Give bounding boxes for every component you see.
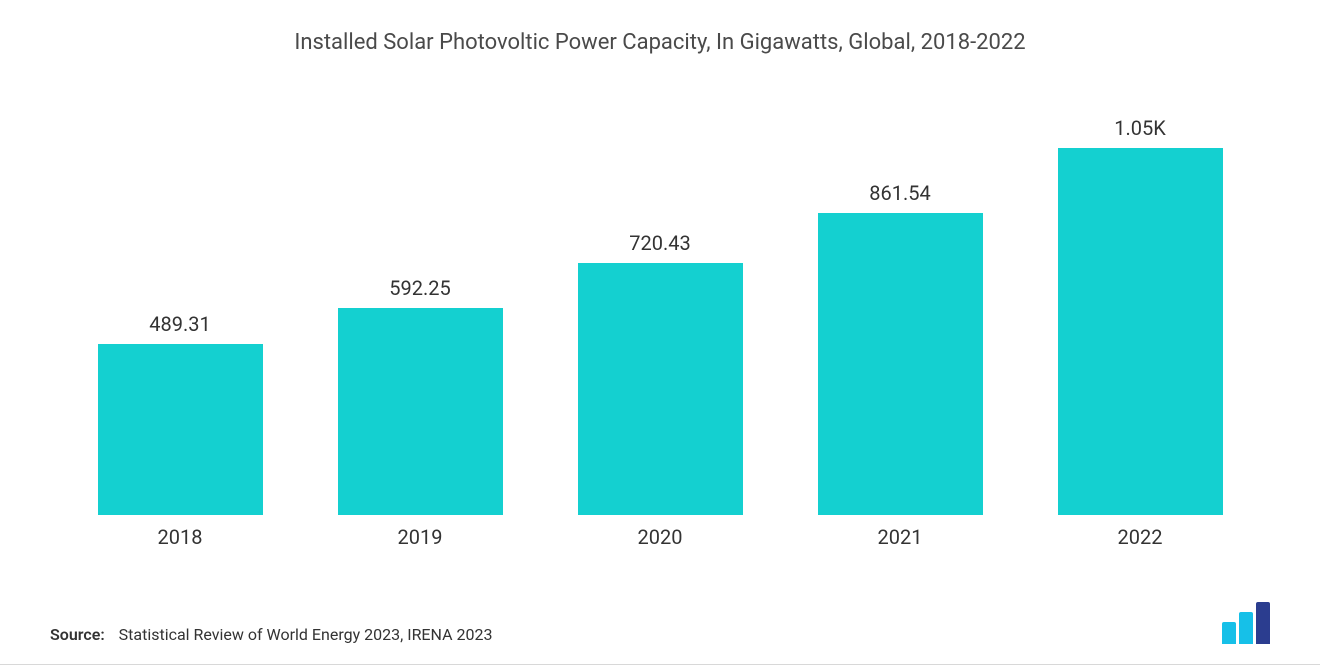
bar-value-label: 489.31 bbox=[149, 312, 210, 336]
source-text: Statistical Review of World Energy 2023,… bbox=[119, 625, 493, 644]
x-label: 2021 bbox=[810, 525, 990, 549]
bar-value-label: 861.54 bbox=[869, 181, 930, 205]
x-label: 2018 bbox=[90, 525, 270, 549]
chart-plot-area: 489.31 592.25 720.43 861.54 1.05K 2018 bbox=[50, 95, 1270, 552]
x-label: 2020 bbox=[570, 525, 750, 549]
source-prefix: Source: bbox=[50, 625, 105, 644]
brand-logo-icon bbox=[1222, 602, 1270, 644]
x-label: 2022 bbox=[1050, 525, 1230, 549]
bar-group-4: 1.05K bbox=[1050, 116, 1230, 516]
bar-3 bbox=[818, 213, 983, 515]
bar-2 bbox=[578, 263, 743, 515]
bars-container: 489.31 592.25 720.43 861.54 1.05K bbox=[50, 95, 1270, 515]
x-axis-labels: 2018 2019 2020 2021 2022 bbox=[50, 515, 1270, 549]
bar-group-0: 489.31 bbox=[90, 312, 270, 515]
logo-bar-2 bbox=[1256, 602, 1270, 644]
logo-bar-1 bbox=[1239, 612, 1253, 644]
bar-1 bbox=[338, 308, 503, 515]
bar-value-label: 1.05K bbox=[1114, 116, 1166, 140]
chart-footer: Source: Statistical Review of World Ener… bbox=[50, 552, 1270, 644]
bar-4 bbox=[1058, 148, 1223, 516]
bar-group-1: 592.25 bbox=[330, 276, 510, 515]
bar-value-label: 592.25 bbox=[389, 276, 450, 300]
bar-0 bbox=[98, 344, 263, 515]
bar-value-label: 720.43 bbox=[629, 231, 690, 255]
bar-group-3: 861.54 bbox=[810, 181, 990, 515]
bar-group-2: 720.43 bbox=[570, 231, 750, 515]
x-label: 2019 bbox=[330, 525, 510, 549]
source-citation: Source: Statistical Review of World Ener… bbox=[50, 625, 492, 644]
chart-title: Installed Solar Photovoltic Power Capaci… bbox=[50, 30, 1270, 55]
logo-bar-0 bbox=[1222, 622, 1236, 644]
chart-container: Installed Solar Photovoltic Power Capaci… bbox=[0, 0, 1320, 665]
